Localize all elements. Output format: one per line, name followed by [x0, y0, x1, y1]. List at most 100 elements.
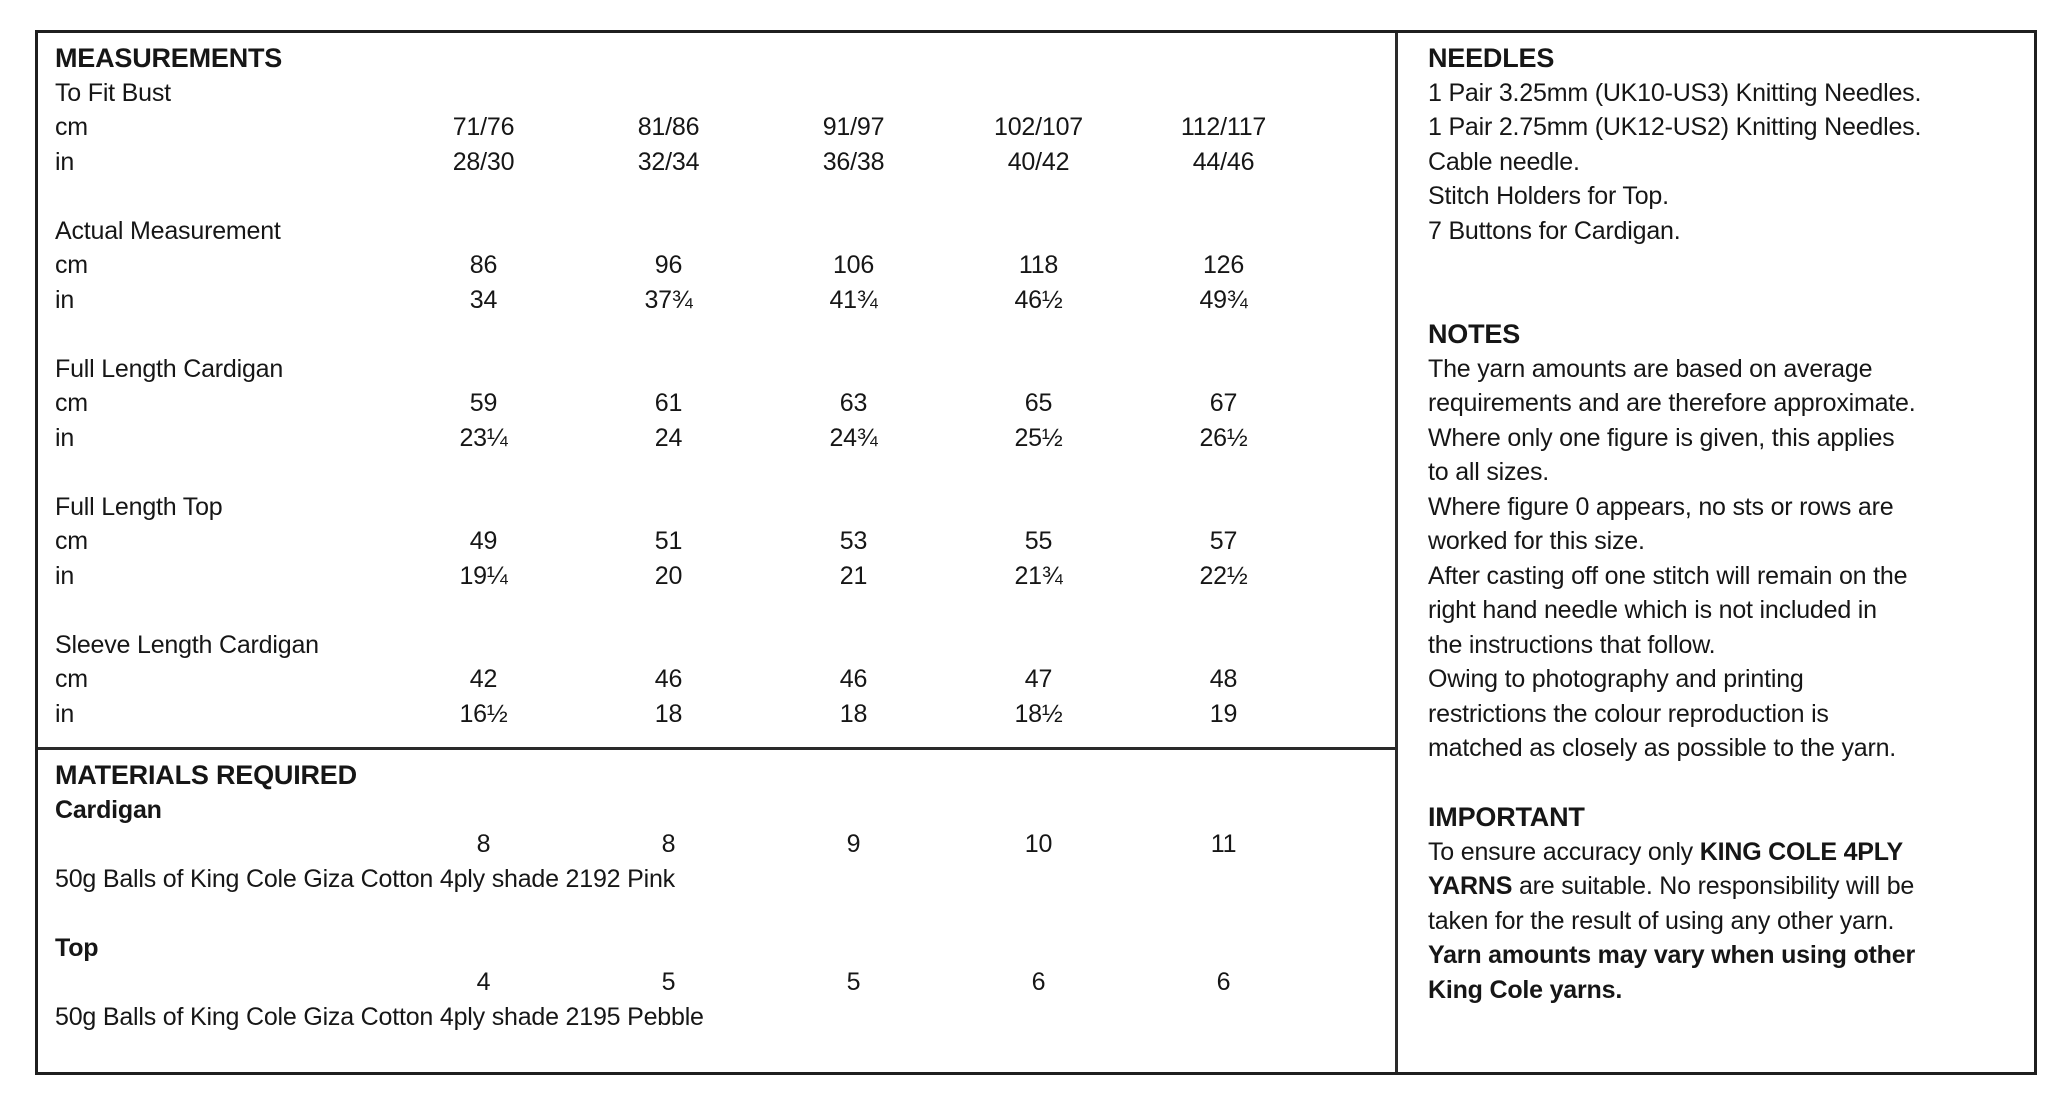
value: 26½ [1199, 423, 1248, 452]
important-text-bold: YARNS [1428, 872, 1513, 900]
unit-label-in: in [55, 147, 75, 176]
value: 24 [654, 423, 683, 452]
important-line: taken for the result of using any other … [1428, 904, 2024, 939]
unit-label-cm: cm [55, 389, 88, 417]
value: 19 [1209, 699, 1238, 728]
unit-label-cm: cm [55, 251, 88, 279]
needles-line: Cable needle. [1428, 147, 1580, 176]
value: 22½ [1199, 561, 1248, 590]
value: 91/97 [822, 113, 885, 141]
measurement-section-sleeve-length-cardigan: Sleeve Length Cardigan cm 42 46 46 47 48… [55, 628, 1395, 732]
important-text-bold: King Cole yarns. [1428, 975, 1623, 1004]
value: 61 [654, 389, 683, 417]
measurement-section-full-length-top: Full Length Top cm 49 51 53 55 57 in 19¼… [55, 490, 1395, 594]
value: 46 [654, 665, 683, 693]
notes-line: the instructions that follow. [1428, 630, 1716, 659]
needles-line: Stitch Holders for Top. [1428, 182, 1669, 210]
important-text-bold: Yarn amounts may vary when using other [1428, 941, 1915, 969]
spacer [1428, 766, 2024, 801]
in-row: in 19¼ 20 21 21¾ 22½ [55, 559, 1395, 594]
unit-label-cm: cm [55, 527, 88, 555]
value: 67 [1209, 389, 1238, 417]
value: 25½ [1014, 423, 1063, 452]
important-line: King Cole yarns. [1428, 973, 2024, 1008]
value: 19¼ [459, 561, 508, 590]
measurements-panel: MEASUREMENTS To Fit Bust cm 71/76 81/86 … [38, 33, 1395, 731]
quantity: 4 [476, 968, 491, 996]
spacer [1428, 248, 2024, 317]
quantity: 6 [1216, 968, 1231, 996]
in-row: in 34 37¾ 41¾ 46½ 49¾ [55, 283, 1395, 318]
value: 55 [1024, 527, 1053, 555]
notes-line: Where only one figure is given, this app… [1428, 423, 1895, 452]
pattern-box: MEASUREMENTS To Fit Bust cm 71/76 81/86 … [35, 30, 2037, 1075]
value: 41¾ [829, 285, 878, 314]
needles-line: 1 Pair 3.25mm (UK10-US3) Knitting Needle… [1428, 78, 1922, 107]
notes-line: Where figure 0 appears, no sts or rows a… [1428, 492, 1894, 521]
unit-label-in: in [55, 561, 75, 590]
value: 53 [839, 527, 868, 555]
notes-line: right hand needle which is not included … [1428, 596, 1877, 624]
important-text: are suitable. No responsibility will be [1512, 872, 1915, 900]
value: 96 [654, 251, 683, 279]
notes-title: NOTES [1428, 319, 1521, 349]
value: 40/42 [1007, 147, 1070, 176]
measurement-section-full-length-cardigan: Full Length Cardigan cm 59 61 63 65 67 i… [55, 352, 1395, 456]
important-title: IMPORTANT [1428, 802, 1585, 832]
value: 81/86 [637, 113, 700, 141]
notes-line: worked for this size. [1428, 527, 1645, 555]
quantity: 6 [1031, 968, 1046, 996]
value: 47 [1024, 665, 1053, 693]
important-line: Yarn amounts may vary when using other [1428, 938, 2024, 973]
notes-line: to all sizes. [1428, 458, 1550, 486]
unit-label-in: in [55, 285, 75, 314]
measurement-section-actual-measurement: Actual Measurement cm 86 96 106 118 126 … [55, 214, 1395, 318]
value: 46 [839, 665, 868, 693]
value: 18½ [1014, 699, 1063, 728]
yarn-description: 50g Balls of King Cole Giza Cotton 4ply … [55, 864, 675, 893]
notes-line: requirements and are therefore approxima… [1428, 389, 1916, 417]
quantity-row: 4 5 5 6 6 [55, 965, 1395, 1000]
section-label: Full Length Top [55, 492, 223, 521]
quantity: 5 [661, 968, 676, 996]
quantity-row: 8 8 9 10 11 [55, 827, 1395, 862]
value: 51 [654, 527, 683, 555]
section-label: Actual Measurement [55, 216, 281, 245]
notes-line: Owing to photography and printing [1428, 665, 1804, 693]
material-item-top: Top 4 5 5 6 6 50g Balls of King Cole Giz… [55, 931, 1395, 1035]
needles-title: NEEDLES [1428, 43, 1555, 73]
value: 118 [1018, 251, 1059, 279]
important-line: To ensure accuracy only KING COLE 4PLY [1428, 835, 2024, 870]
value: 36/38 [822, 147, 885, 176]
important-text-bold: KING COLE 4PLY [1699, 837, 1904, 866]
in-row: in 23¼ 24 24¾ 25½ 26½ [55, 421, 1395, 456]
needles-line: 7 Buttons for Cardigan. [1428, 216, 1681, 245]
value: 16½ [459, 699, 508, 728]
notes-line: matched as closely as possible to the ya… [1428, 734, 1897, 762]
material-name: Cardigan [55, 795, 162, 824]
unit-label-in: in [55, 699, 75, 728]
unit-label-cm: cm [55, 665, 88, 693]
important-text: taken for the result of using any other … [1428, 906, 1895, 935]
cm-row: cm 59 61 63 65 67 [55, 386, 1395, 421]
value: 48 [1209, 665, 1238, 693]
value: 23¼ [459, 423, 508, 452]
value: 106 [832, 251, 875, 279]
value: 42 [469, 665, 498, 693]
measurement-section-to-fit-bust: To Fit Bust cm 71/76 81/86 91/97 102/107… [55, 76, 1395, 180]
quantity: 5 [846, 968, 861, 996]
unit-label-in: in [55, 423, 75, 452]
material-name: Top [55, 933, 99, 962]
cm-row: cm 49 51 53 55 57 [55, 524, 1395, 559]
quantity: 11 [1210, 830, 1237, 858]
material-item-cardigan: Cardigan 8 8 9 10 11 50g Balls of King C… [55, 793, 1395, 897]
value: 57 [1209, 527, 1238, 555]
value: 102/107 [994, 113, 1083, 141]
value: 28/30 [452, 147, 515, 176]
section-label: Full Length Cardigan [55, 354, 284, 383]
value: 32/34 [637, 147, 700, 176]
section-label: Sleeve Length Cardigan [55, 630, 319, 659]
quantity: 10 [1024, 830, 1053, 858]
cm-row: cm 71/76 81/86 91/97 102/107 112/117 [55, 110, 1395, 145]
